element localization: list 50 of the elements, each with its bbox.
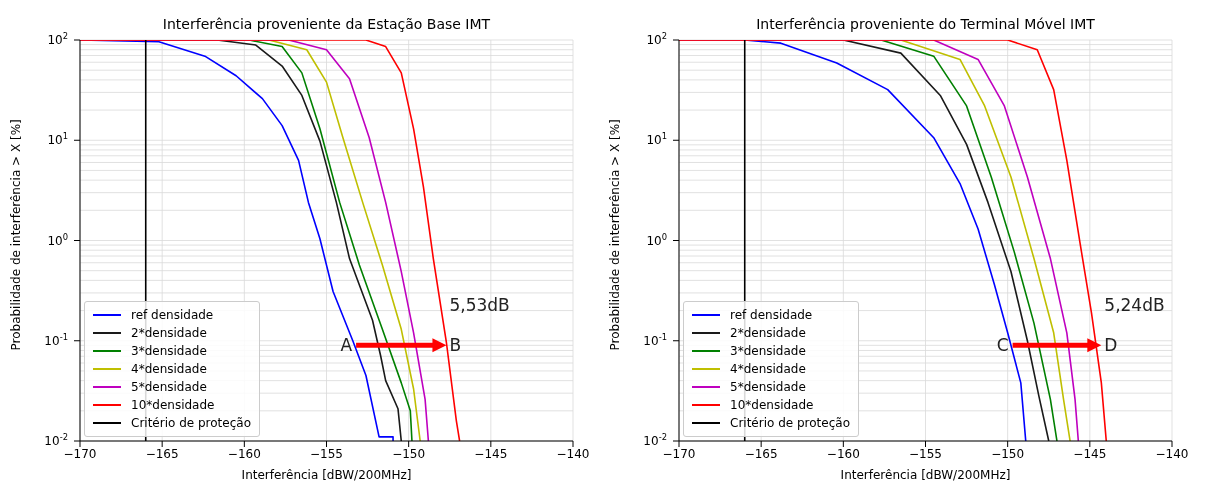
x-axis-title: Interferência [dBW/200MHz] [241, 468, 412, 482]
y-axis-title: Probabilidade de interferência > X [%] [608, 119, 623, 351]
y-tick-label: 10$^{0}$ [646, 231, 667, 248]
annotation: B [449, 335, 462, 356]
x-tick-label: −160 [227, 446, 261, 461]
y-tick-label: 10$^{-2}$ [643, 432, 667, 448]
y-tick-label: 10$^{-2}$ [44, 432, 68, 448]
x-tick-label: −145 [474, 446, 508, 461]
x-tick-label: −160 [826, 446, 860, 461]
y-tick-label: 10$^{2}$ [47, 31, 68, 47]
x-tick-label: −155 [909, 446, 942, 461]
legend-label: 10*densidade [131, 398, 215, 412]
legend-label: 3*densidade [131, 344, 207, 358]
legend-label: 4*densidade [730, 362, 806, 376]
x-tick-label: −145 [1073, 446, 1107, 461]
y-tick-label: 10$^{-1}$ [44, 331, 68, 348]
annotation: D [1104, 335, 1118, 356]
legend-label: ref densidade [131, 308, 214, 322]
annotation: 5,53dB [449, 295, 510, 316]
annotation: 5,24dB [1104, 295, 1165, 316]
annotation: C [996, 335, 1009, 356]
chart-title: Interferência proveniente do Terminal Móvel IMT [755, 16, 1096, 32]
x-tick-label: −140 [1155, 446, 1189, 461]
y-tick-label: 10$^{2}$ [646, 31, 667, 47]
x-tick-label: −140 [556, 446, 590, 461]
legend-label: 3*densidade [730, 344, 806, 358]
legend-label: 4*densidade [131, 362, 207, 376]
x-tick-label: −170 [662, 446, 696, 461]
x-axis-title: Interferência [dBW/200MHz] [840, 468, 1011, 482]
legend-label: 5*densidade [131, 380, 207, 394]
x-tick-label: −165 [744, 446, 778, 461]
chart-title: Interferência proveniente da Estação Base IMT [161, 16, 492, 32]
legend-label: ref densidade [730, 308, 813, 322]
x-tick-label: −170 [63, 446, 97, 461]
y-tick-label: 10$^{1}$ [646, 131, 667, 148]
y-axis-title: Probabilidade de interferência > X [%] [9, 119, 24, 351]
legend-label: Critério de proteção [131, 416, 251, 430]
y-tick-label: 10$^{1}$ [47, 131, 68, 148]
legend-label: 2*densidade [131, 326, 207, 340]
legend-label: Critério de proteção [730, 416, 850, 430]
y-tick-label: 10$^{-1}$ [643, 331, 667, 348]
y-tick-label: 10$^{0}$ [47, 231, 68, 248]
legend-label: 2*densidade [730, 326, 806, 340]
x-tick-label: −150 [991, 446, 1025, 461]
legend-label: 10*densidade [730, 398, 814, 412]
x-tick-label: −165 [145, 446, 179, 461]
annotation: A [340, 335, 353, 356]
x-tick-label: −150 [392, 446, 426, 461]
x-tick-label: −155 [310, 446, 343, 461]
legend-label: 5*densidade [730, 380, 806, 394]
